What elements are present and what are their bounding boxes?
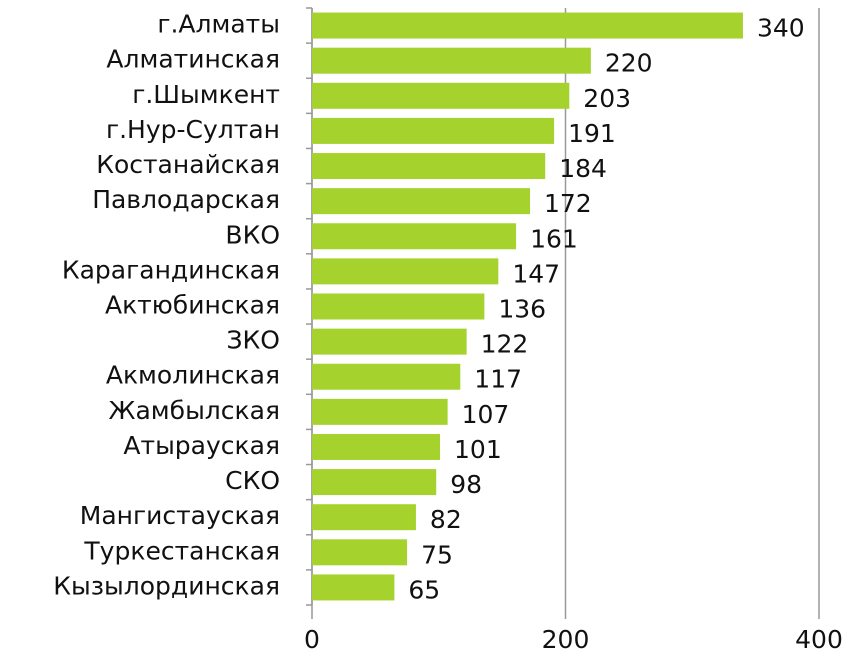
bar [312, 433, 441, 460]
y-tick-label: Кызылординская [53, 571, 280, 600]
bar [312, 117, 555, 144]
data-label: 172 [544, 189, 592, 218]
x-tick-label: 200 [542, 625, 590, 654]
data-label: 98 [450, 470, 482, 499]
data-label: 147 [512, 259, 560, 288]
x-tick-label: 0 [304, 625, 320, 654]
y-tick-label: Костанайская [96, 150, 280, 179]
bar [312, 82, 570, 109]
y-tick-label: ЗКО [227, 326, 280, 355]
bar [312, 293, 485, 320]
bar [312, 47, 591, 74]
y-tick-label: Атырауская [123, 431, 280, 460]
data-label: 107 [462, 400, 510, 429]
bar [312, 363, 461, 390]
y-tick-label: г.Шымкент [132, 80, 280, 109]
y-tick-label: Туркестанская [83, 536, 280, 565]
bar [312, 258, 499, 285]
y-tick-label: СКО [225, 466, 280, 495]
bar [312, 504, 416, 531]
y-tick-label: Карагандинская [62, 255, 280, 284]
bar [312, 328, 467, 355]
y-tick-label: Мангистауская [80, 501, 280, 530]
data-label: 340 [757, 14, 805, 43]
bar [312, 398, 448, 425]
y-tick-label: Актюбинская [105, 291, 280, 320]
bar [312, 153, 546, 180]
bar [312, 539, 408, 566]
x-tick-label: 400 [795, 625, 843, 654]
y-tick-label: г.Нур-Султан [106, 115, 280, 144]
data-label: 117 [474, 365, 522, 394]
data-label: 161 [530, 224, 578, 253]
data-label: 75 [421, 540, 453, 569]
y-tick-label: Акмолинская [106, 361, 280, 390]
y-tick-label: ВКО [225, 220, 280, 249]
y-tick-label: Жамбылская [109, 396, 280, 425]
data-label: 184 [559, 154, 607, 183]
bar [312, 574, 395, 601]
bar [312, 12, 743, 39]
bar [312, 223, 517, 250]
bar [312, 188, 531, 215]
data-label: 122 [481, 330, 529, 359]
data-label: 191 [568, 119, 616, 148]
y-tick-label: г.Алматы [157, 10, 280, 39]
data-label: 65 [408, 575, 440, 604]
y-tick-label: Алматинская [106, 45, 280, 74]
data-label: 101 [454, 435, 502, 464]
data-label: 203 [583, 84, 631, 113]
data-label: 136 [498, 295, 546, 324]
data-label: 220 [605, 49, 653, 78]
y-tick-label: Павлодарская [92, 185, 280, 214]
data-label: 82 [430, 505, 462, 534]
bar [312, 469, 437, 496]
